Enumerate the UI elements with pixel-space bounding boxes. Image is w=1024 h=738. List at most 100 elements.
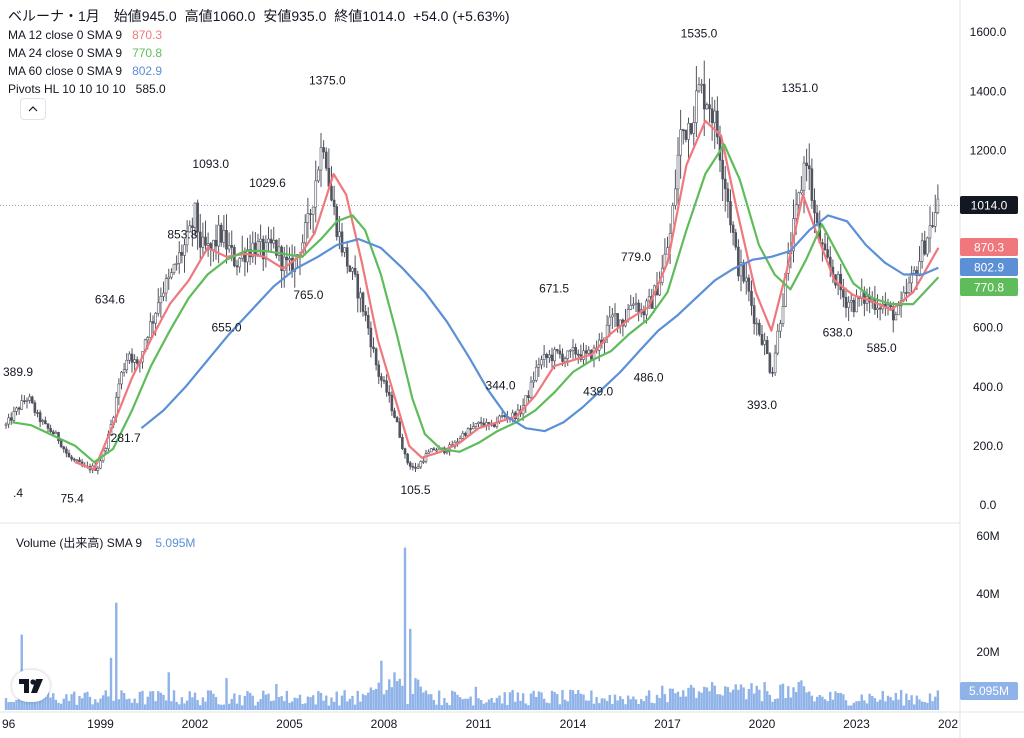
candle-body [227,245,231,250]
volume-bar [569,689,572,710]
volume-bar [611,703,614,710]
volume-bar [868,693,871,710]
pivot-label: 105.5 [400,483,430,497]
volume-bar [283,701,286,710]
pivot-label: 671.5 [539,282,569,296]
volume-bar [367,692,370,710]
candle-body [78,459,81,463]
candle-body [553,349,556,362]
candle-body [692,122,696,134]
open-value: 945.0 [141,8,177,24]
candle-body [477,421,480,424]
candle-body [338,231,341,237]
volume-bar [821,696,824,710]
candle-body [474,423,478,427]
price-tick-label: 400.0 [973,380,1003,394]
volume-bar [330,697,333,710]
candle-body [695,90,698,123]
candle-body [51,431,55,435]
candle-body [810,168,814,201]
volume-bar [62,698,65,710]
indicator-ma24[interactable]: MA 24 close 0 SMA 9 770.8 [8,44,510,62]
volume-legend[interactable]: Volume (出来高) SMA 9 5.095M [16,534,195,551]
candle-body [700,83,703,86]
candle-body [104,448,108,452]
volume-bar [792,687,795,710]
volume-bar [7,702,10,710]
volume-bar [86,691,89,710]
volume-bar [49,697,52,710]
candle-body [464,432,467,436]
low-value: 935.0 [291,8,327,24]
candle-body [422,460,425,463]
volume-bar [823,699,827,710]
volume-bar [726,687,730,710]
indicator-ma60[interactable]: MA 60 close 0 SMA 9 802.9 [8,62,510,80]
close-value: 1014.0 [362,8,406,24]
volume-bar [658,697,661,710]
candle-body [608,316,612,326]
volume-bar [10,701,13,710]
candle-body [469,428,472,430]
volume-bar [133,698,136,710]
volume-bar [201,697,205,710]
candle-body [75,459,79,462]
volume-bar [592,703,596,710]
volume-bar [235,703,239,710]
candle-body [267,238,270,243]
candle-body [742,262,745,282]
close-label: 終値 [334,8,363,24]
volume-bar [170,701,173,710]
volume-bar [167,672,170,710]
symbol-title[interactable]: ベルーナ・1月 [8,8,100,24]
volume-bar [860,694,863,710]
volume-bar [834,691,837,710]
volume-bars [4,547,940,710]
volume-bar [855,701,858,710]
volume-bar [54,699,58,710]
volume-bar [661,685,664,710]
candle-body [527,395,530,398]
volume-bar [663,694,667,710]
volume-bar [527,705,530,710]
pivot-label: 634.6 [95,292,125,306]
volume-bar [217,704,220,710]
volume-bar [881,691,884,710]
volume-bar [926,702,929,710]
volume-bar [794,691,798,710]
volume-bar [311,695,315,710]
volume-bar [616,700,619,710]
volume-bar [931,701,934,710]
candle-body [616,313,619,327]
collapse-legend-button[interactable] [20,98,46,120]
candle-body [254,242,257,255]
volume-bar [689,684,693,710]
pivot-label: 1375.0 [309,74,346,88]
volume-bar [416,679,420,710]
candle-body [330,185,333,201]
candle-body [855,295,858,313]
candle-body [936,198,940,213]
candle-body [716,110,719,138]
volume-bar [327,705,331,710]
volume-bar [322,700,325,710]
indicator-ma12[interactable]: MA 12 close 0 SMA 9 870.3 [8,26,510,44]
volume-bar [128,698,131,710]
volume-bar [826,701,829,710]
volume-bar [550,690,554,710]
volume-bar [768,694,772,710]
volume-bar [708,691,711,710]
volume-bar [482,703,485,710]
pivot-label: 1029.6 [249,176,286,190]
candle-body [876,307,879,310]
price-tag-label: 802.9 [974,261,1004,275]
time-axis[interactable]: 96 1999 2002 2005 2008 2011 2014 2017 2020 2023 20… [2,717,958,731]
tradingview-logo[interactable] [12,670,50,702]
volume-bar [595,696,598,710]
volume-bar [920,701,924,710]
volume-bar [230,698,233,710]
price-tags: 1014.0 870.3 802.9 770.8 [960,196,1018,296]
indicator-pivots[interactable]: Pivots HL 10 10 10 10 585.0 [8,80,510,98]
volume-bar [815,696,819,710]
